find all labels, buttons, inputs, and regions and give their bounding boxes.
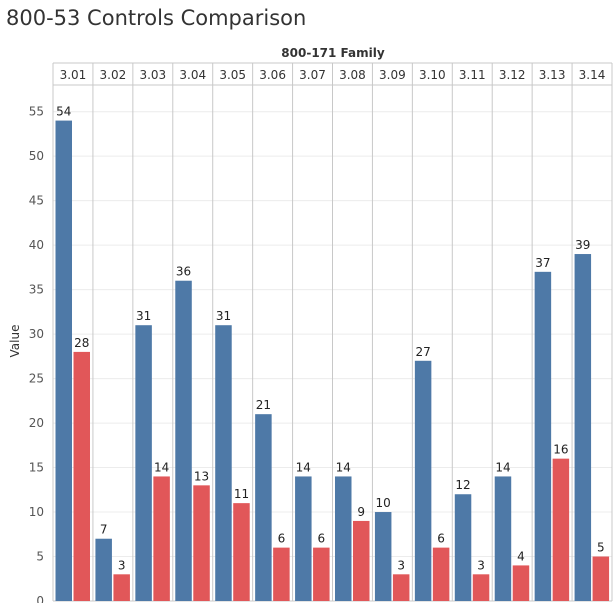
data-label: 14: [495, 460, 510, 474]
data-label: 11: [234, 487, 249, 501]
bars: 54 28 7 3 31 14 36 13 31 11 21 6 14 6 14 9 10 3 27 6 12 3 14 4 3…: [55, 105, 610, 601]
data-label: 9: [357, 505, 365, 519]
bar-series-2: [392, 574, 410, 601]
y-tick-label: 35: [29, 283, 44, 297]
data-label: 54: [56, 105, 71, 119]
data-label: 27: [415, 345, 430, 359]
data-label: 7: [100, 523, 108, 537]
bar-series-2: [313, 547, 330, 601]
data-label: 6: [318, 532, 326, 546]
category-label: 3.08: [339, 68, 366, 82]
data-label: 31: [216, 309, 231, 323]
y-tick-label: 40: [29, 238, 44, 252]
data-label: 3: [397, 558, 405, 572]
bar-series-1: [534, 271, 552, 601]
data-label: 31: [136, 309, 151, 323]
category-label: 3.07: [299, 68, 326, 82]
bar-series-1: [335, 476, 352, 601]
bar-series-2: [73, 351, 90, 601]
bar-series-2: [273, 547, 290, 601]
data-label: 14: [296, 460, 311, 474]
bar-series-2: [193, 485, 210, 601]
data-label: 10: [376, 496, 391, 510]
y-tick-label: 25: [29, 372, 44, 386]
bar-series-1: [574, 254, 592, 601]
chart-title: 800-53 Controls Comparison: [6, 6, 307, 30]
category-label: 3.06: [259, 68, 286, 82]
bar-series-1: [95, 538, 112, 601]
y-tick-label: 30: [29, 327, 44, 341]
data-label: 14: [336, 460, 351, 474]
data-label: 6: [278, 532, 286, 546]
y-tick-label: 55: [29, 105, 44, 119]
bar-series-2: [472, 574, 490, 601]
data-label: 36: [176, 265, 191, 279]
data-label: 28: [74, 336, 89, 350]
data-label: 4: [517, 549, 525, 563]
category-label: 3.14: [579, 68, 606, 82]
bar-series-2: [592, 556, 610, 601]
category-label: 3.01: [60, 68, 87, 82]
y-tick-label: 50: [29, 149, 44, 163]
category-label: 3.04: [179, 68, 206, 82]
data-label: 16: [553, 443, 568, 457]
category-label: 3.10: [419, 68, 446, 82]
bar-series-2: [432, 547, 450, 601]
y-axis-title: Value: [8, 325, 22, 358]
bar-series-2: [113, 574, 130, 601]
y-tick-label: 0: [36, 594, 44, 603]
y-tick-label: 10: [29, 505, 44, 519]
bar-series-1: [374, 512, 392, 601]
bar-series-1: [55, 120, 72, 601]
bar-series-2: [153, 476, 170, 601]
bar-series-2: [233, 503, 250, 601]
column-header-title: 800-171 Family: [281, 46, 385, 60]
bar-series-1: [215, 325, 232, 601]
data-label: 21: [256, 398, 271, 412]
data-label: 37: [535, 256, 550, 270]
y-tick-label: 45: [29, 194, 44, 208]
y-tick-label: 15: [29, 461, 44, 475]
data-label: 14: [154, 460, 169, 474]
bar-series-1: [454, 494, 472, 601]
bar-series-1: [175, 280, 192, 601]
bar-series-1: [414, 360, 432, 601]
category-label: 3.09: [379, 68, 406, 82]
data-label: 3: [477, 558, 485, 572]
bar-series-1: [295, 476, 312, 601]
bar-series-2: [512, 565, 530, 601]
y-axis: Value 0 5 10 15 20 25 30 35 40 45 50 55: [8, 105, 44, 603]
column-header: 800-171 Family 3.01 3.02 3.03 3.04 3.05 3.06 3…: [53, 46, 612, 86]
category-label: 3.13: [539, 68, 566, 82]
bar-series-2: [552, 458, 570, 601]
data-label: 13: [194, 469, 209, 483]
bar-series-2: [353, 520, 370, 601]
bar-series-1: [135, 325, 152, 601]
data-label: 12: [455, 478, 470, 492]
data-label: 3: [118, 558, 126, 572]
data-label: 39: [575, 238, 590, 252]
category-label: 3.03: [139, 68, 166, 82]
category-label: 3.05: [219, 68, 246, 82]
y-tick-label: 20: [29, 416, 44, 430]
category-label: 3.12: [499, 68, 526, 82]
bar-series-1: [255, 414, 272, 601]
category-label: 3.11: [459, 68, 486, 82]
y-tick-label: 5: [36, 550, 44, 564]
bar-series-1: [494, 476, 512, 601]
category-label: 3.02: [100, 68, 127, 82]
data-label: 6: [437, 532, 445, 546]
data-label: 5: [597, 541, 605, 555]
